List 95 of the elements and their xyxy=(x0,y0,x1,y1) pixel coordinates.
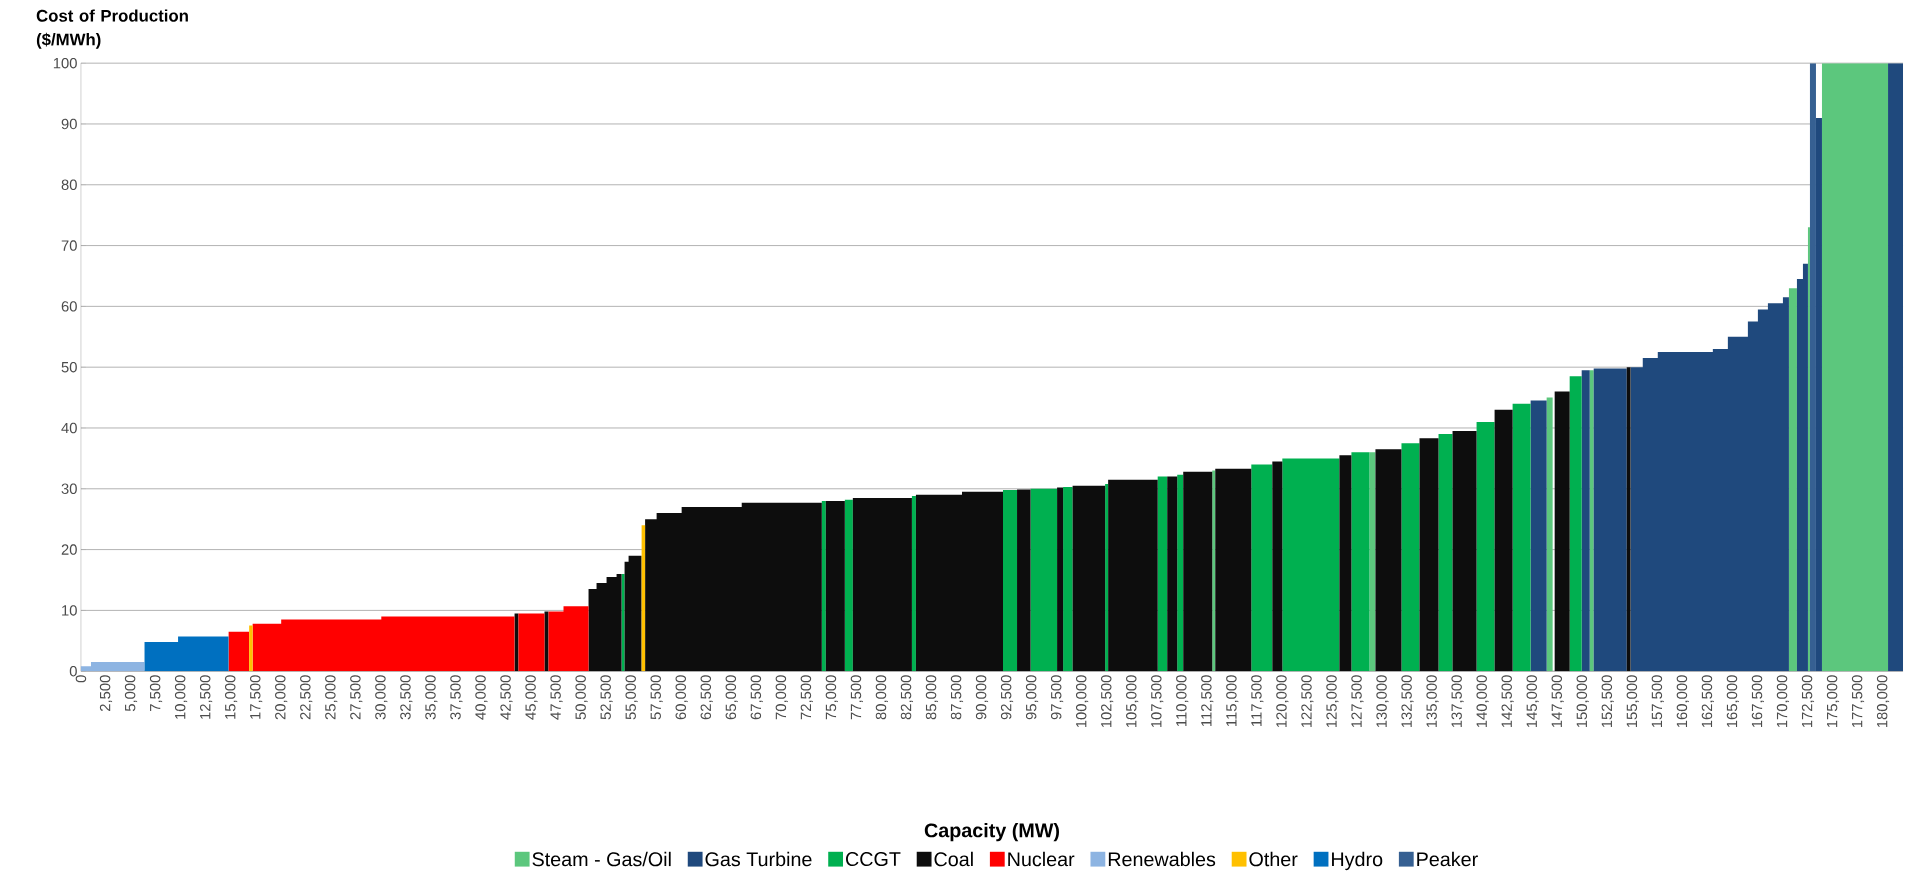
x-tick-label: 117,500 xyxy=(1251,675,1264,726)
y-tick-label: 10 xyxy=(62,604,77,616)
x-tick-label: 57,500 xyxy=(650,675,663,720)
x-tick-label: 107,500 xyxy=(1151,675,1164,727)
y-tick-label: 90 xyxy=(61,118,77,129)
x-tick-label: 177,500 xyxy=(1851,675,1865,727)
x-tick-label: 132,500 xyxy=(1401,675,1414,727)
x-tick-label: 170,000 xyxy=(1776,675,1790,727)
x-tick-label: 65,000 xyxy=(725,675,738,719)
x-tick-label: 130,000 xyxy=(1376,675,1389,727)
legend-label: Peaker xyxy=(1417,851,1478,867)
x-tick-label: 97,500 xyxy=(1050,675,1064,720)
x-tick-label: 60,000 xyxy=(675,675,688,719)
y-tick-label: 80 xyxy=(61,179,77,190)
y-tick-label: 20 xyxy=(61,544,77,555)
x-tick-label: 27,500 xyxy=(350,675,363,720)
x-tick-label: 67,500 xyxy=(750,675,763,719)
x-tick-label: 115,000 xyxy=(1226,675,1239,726)
x-tick-label: 15,000 xyxy=(225,675,238,719)
x-tick-label: 162,500 xyxy=(1701,675,1714,727)
x-tick-label: 52,500 xyxy=(600,675,613,720)
y-tick-label: 0 xyxy=(69,665,77,677)
legend-label: Steam - Gas/Oil xyxy=(532,851,671,867)
x-tick-label: 82,500 xyxy=(900,675,914,720)
x-tick-label: 137,500 xyxy=(1451,675,1464,727)
y-axis-title: Cost of Production ($/MWh) xyxy=(36,9,188,49)
x-tick-label: 75,000 xyxy=(825,675,838,719)
x-tick-label: 102,500 xyxy=(1101,675,1114,727)
x-tick-label: 147,500 xyxy=(1551,675,1564,727)
x-tick-label: 0 xyxy=(75,675,87,683)
x-tick-label: 142,500 xyxy=(1501,675,1514,727)
x-tick-label: 135,000 xyxy=(1426,675,1439,727)
x-tick-label: 100,000 xyxy=(1075,675,1089,727)
x-tick-label: 110,000 xyxy=(1176,675,1189,726)
x-tick-label: 165,000 xyxy=(1726,675,1739,727)
legend-label: Nuclear xyxy=(1008,851,1075,867)
x-tick-label: 157,500 xyxy=(1651,675,1664,727)
x-tick-label: 80,000 xyxy=(875,675,888,720)
x-tick-label: 127,500 xyxy=(1351,675,1364,727)
x-tick-label: 32,500 xyxy=(400,675,413,720)
legend-label: Gas Turbine xyxy=(705,851,812,867)
x-tick-label: 87,500 xyxy=(950,675,964,720)
x-tick-label: 25,000 xyxy=(325,675,338,720)
x-tick-label: 125,000 xyxy=(1326,675,1339,727)
x-tick-label: 12,500 xyxy=(199,675,213,719)
x-tick-label: 95,000 xyxy=(1025,675,1039,720)
x-tick-label: 160,000 xyxy=(1676,675,1689,727)
x-tick-label: 145,000 xyxy=(1526,675,1539,727)
x-tick-label: 55,000 xyxy=(625,675,638,720)
legend-label: CCGT xyxy=(846,851,901,866)
y-tick-label: 60 xyxy=(61,300,77,312)
legend-label: Other xyxy=(1249,851,1298,867)
legend-label: Renewables xyxy=(1108,851,1216,867)
y-tick-label: 100 xyxy=(53,57,77,69)
x-tick-label: 150,000 xyxy=(1576,675,1589,727)
y-tick-label: 40 xyxy=(61,422,77,434)
x-tick-label: 120,000 xyxy=(1276,675,1289,727)
x-tick-label: 40,000 xyxy=(475,675,488,720)
x-tick-label: 167,500 xyxy=(1751,675,1764,727)
y-tick-label: 50 xyxy=(61,361,77,373)
x-tick-label: 72,500 xyxy=(800,675,813,719)
x-tick-label: 90,000 xyxy=(975,675,989,720)
x-tick-label: 112,500 xyxy=(1201,675,1214,726)
x-tick-label: 122,500 xyxy=(1301,675,1314,727)
x-tick-label: 37,500 xyxy=(450,675,463,720)
x-tick-label: 45,000 xyxy=(525,675,538,720)
x-tick-label: 140,000 xyxy=(1476,675,1489,727)
x-tick-label: 7,500 xyxy=(149,675,163,711)
y-tick-label: 70 xyxy=(61,240,77,251)
x-tick-label: 180,000 xyxy=(1876,675,1890,727)
x-axis-title: Capacity (MW) xyxy=(924,822,1059,842)
legend-label: Hydro xyxy=(1332,851,1383,870)
x-tick-label: 50,000 xyxy=(575,675,588,720)
x-tick-label: 92,500 xyxy=(1000,675,1014,720)
x-tick-label: 35,000 xyxy=(425,675,438,720)
x-tick-label: 70,000 xyxy=(775,675,788,719)
legend-label: Coal xyxy=(934,851,973,867)
x-tick-label: 42,500 xyxy=(500,675,513,720)
x-tick-label: 17,500 xyxy=(250,675,263,719)
x-tick-label: 47,500 xyxy=(550,675,563,720)
x-tick-label: 5,000 xyxy=(124,675,138,711)
x-tick-label: 30,000 xyxy=(375,675,388,720)
x-tick-label: 10,000 xyxy=(174,675,188,719)
x-tick-label: 77,500 xyxy=(850,675,863,719)
y-tick-label: 30 xyxy=(61,483,77,494)
x-tick-label: 175,000 xyxy=(1826,675,1840,727)
x-tick-label: 105,000 xyxy=(1126,675,1139,727)
x-tick-label: 152,500 xyxy=(1601,675,1614,727)
x-tick-label: 172,500 xyxy=(1801,675,1815,727)
x-tick-label: 85,000 xyxy=(925,675,939,720)
x-tick-label: 62,500 xyxy=(700,675,713,719)
x-tick-label: 155,000 xyxy=(1626,675,1639,727)
x-tick-label: 20,000 xyxy=(275,675,288,720)
x-tick-label: 22,500 xyxy=(300,675,313,720)
x-tick-label: 2,500 xyxy=(99,675,113,711)
